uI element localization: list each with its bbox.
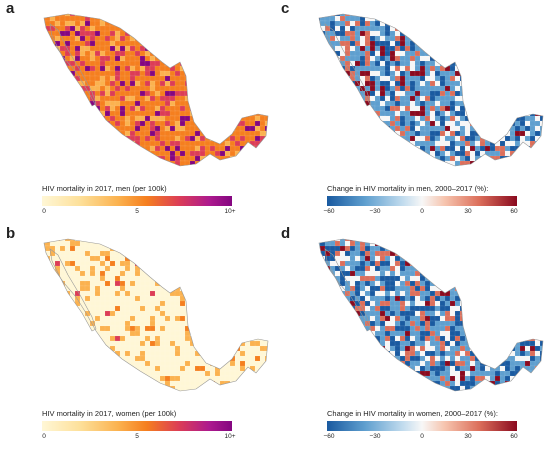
panel-b: b HIV mortality in 2017, women (per 100k… <box>0 225 275 449</box>
legend-title: Change in HIV mortality in women, 2000–2… <box>327 409 498 418</box>
tick-label: 5 <box>135 208 139 215</box>
choropleth-map <box>318 238 544 392</box>
choropleth-map <box>43 238 269 392</box>
colorbar <box>327 421 517 431</box>
colorbar <box>327 196 517 206</box>
colorbar <box>42 196 232 206</box>
tick-label: 30 <box>464 433 472 440</box>
tick-label: 0 <box>42 208 46 215</box>
panel-a: a HIV mortality in 2017, men (per 100k) … <box>0 0 275 224</box>
legend-title: HIV mortality in 2017, men (per 100k) <box>42 184 167 193</box>
tick-label: 0 <box>420 208 424 215</box>
legend-title: HIV mortality in 2017, women (per 100k) <box>42 409 177 418</box>
tick-label: 5 <box>135 433 139 440</box>
choropleth-map <box>43 13 269 167</box>
tick-label: 10+ <box>224 208 236 215</box>
panel-label: a <box>6 0 15 17</box>
tick-label: 60 <box>510 433 518 440</box>
tick-label: 30 <box>464 208 472 215</box>
tick-label: −30 <box>369 208 381 215</box>
tick-label: −60 <box>323 433 335 440</box>
panel-d: d Change in HIV mortality in women, 2000… <box>275 225 550 449</box>
panel-c: c Change in HIV mortality in men, 2000–2… <box>275 0 550 224</box>
panel-label: c <box>281 0 290 17</box>
tick-label: 0 <box>42 433 46 440</box>
tick-label: −60 <box>323 208 335 215</box>
legend-title: Change in HIV mortality in men, 2000–201… <box>327 184 489 193</box>
tick-label: 0 <box>420 433 424 440</box>
panel-label: d <box>281 225 291 242</box>
tick-label: 10+ <box>224 433 236 440</box>
panel-label: b <box>6 225 16 242</box>
choropleth-map <box>318 13 544 167</box>
tick-label: 60 <box>510 208 518 215</box>
tick-label: −30 <box>369 433 381 440</box>
colorbar <box>42 421 232 431</box>
